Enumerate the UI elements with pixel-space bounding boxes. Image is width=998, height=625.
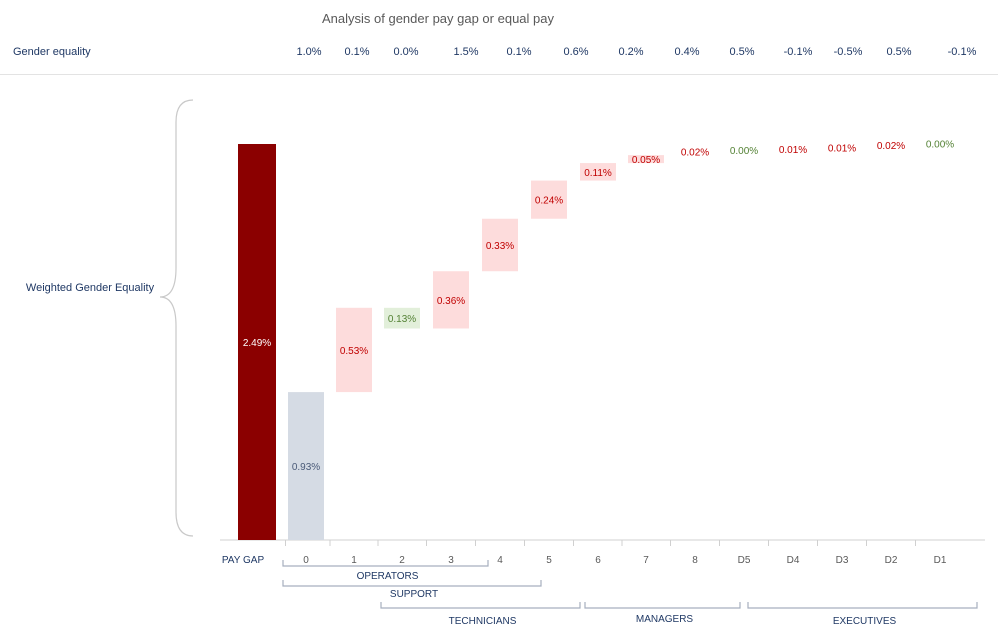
bar-value-label: 0.01%	[779, 145, 807, 156]
group-bracket	[747, 602, 978, 609]
bar-value-label: 0.33%	[486, 241, 514, 252]
group-label: MANAGERS	[636, 614, 694, 625]
bar-value-label: 0.13%	[388, 314, 416, 325]
equality-value: -0.5%	[833, 46, 863, 58]
bar-value-label: 0.02%	[877, 141, 905, 152]
group-label: SUPPORT	[390, 589, 438, 600]
equality-value: 1.5%	[453, 46, 479, 58]
equality-value: 1.0%	[296, 46, 322, 58]
equality-value: 0.1%	[344, 46, 370, 58]
bar-3	[433, 271, 469, 329]
group-bracket	[380, 602, 581, 609]
bar-pay-gap	[238, 144, 276, 540]
bar-value-labels: 2.49% 0.93% 0.53% 0.13% 0.36% 0.33% 0.24% 0.11%…	[243, 140, 954, 473]
bar-value-label: 2.49%	[243, 338, 271, 349]
equality-value: 0.2%	[618, 46, 644, 58]
bar-0	[288, 392, 324, 540]
group-brackets: OPERATORS SUPPORT TECHNICIANS MANAGERS EXECU…	[282, 560, 978, 625]
bar-value-label: 0.00%	[926, 140, 954, 151]
bar-value-label: 0.05%	[632, 155, 660, 166]
weighted-gender-equality-label: Weighted Gender Equality	[25, 282, 155, 294]
category-label: 4	[497, 555, 503, 566]
bar-value-label: 0.36%	[437, 296, 465, 307]
equality-value: 0.4%	[674, 46, 700, 58]
bar-1	[336, 307, 372, 393]
bar-value-label: 0.00%	[730, 146, 758, 157]
category-label: 3	[448, 555, 454, 566]
header-divider	[0, 74, 998, 75]
bar-value-label: 0.93%	[292, 462, 320, 473]
group-bracket	[282, 580, 542, 587]
bar-7	[628, 155, 664, 164]
left-brace-icon	[159, 99, 194, 537]
category-label: D5	[738, 555, 751, 566]
equality-value: 0.0%	[393, 46, 419, 58]
category-label: D1	[934, 555, 947, 566]
category-label: 5	[546, 555, 552, 566]
category-label: 7	[643, 555, 649, 566]
equality-value: 0.5%	[729, 46, 755, 58]
bar-6	[580, 163, 616, 181]
category-label: 8	[692, 555, 698, 566]
bar-value-label: 0.01%	[828, 144, 856, 155]
group-bracket	[282, 560, 489, 567]
category-labels: PAY GAP 0 1 2 3 4 5 6 7 8 D5 D4 D3 D2 D1	[222, 555, 947, 566]
group-label: OPERATORS	[357, 571, 419, 582]
gender-equality-row-label: Gender equality	[13, 46, 91, 58]
equality-value: 0.6%	[563, 46, 589, 58]
group-bracket	[584, 602, 741, 609]
category-label: D4	[787, 555, 800, 566]
category-label: 0	[303, 555, 309, 566]
bar-value-label: 0.53%	[340, 346, 368, 357]
category-label: 2	[399, 555, 405, 566]
category-label: PAY GAP	[222, 555, 265, 566]
category-label: D3	[836, 555, 849, 566]
waterfall-bars	[238, 144, 664, 540]
category-label: D2	[885, 555, 898, 566]
bar-value-label: 0.02%	[681, 148, 709, 159]
equality-value: 0.1%	[506, 46, 532, 58]
bar-4	[482, 218, 518, 272]
bar-5	[531, 180, 567, 219]
category-label: 6	[595, 555, 601, 566]
bar-value-label: 0.11%	[584, 168, 612, 179]
group-label: EXECUTIVES	[833, 616, 897, 625]
group-label: TECHNICIANS	[449, 616, 517, 625]
chart-title: Analysis of gender pay gap or equal pay	[322, 11, 554, 26]
x-axis-ticks	[285, 540, 916, 546]
category-label: 1	[351, 555, 357, 566]
bar-2	[384, 307, 420, 329]
equality-value: -0.1%	[947, 46, 977, 58]
equality-value: 0.5%	[886, 46, 912, 58]
equality-value: -0.1%	[783, 46, 813, 58]
bar-value-label: 0.24%	[535, 196, 563, 207]
